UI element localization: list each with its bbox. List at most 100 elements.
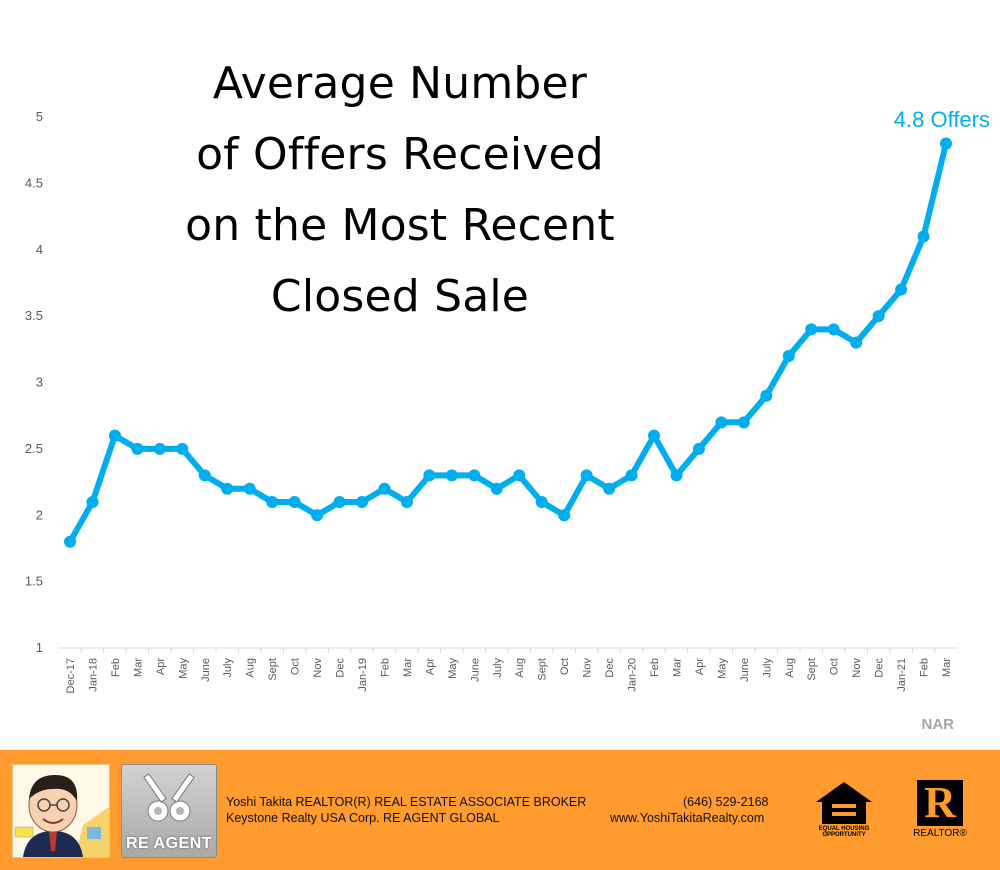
x-tick-label: July [222,658,234,678]
chart-title-line-2: of Offers Received [196,129,604,180]
data-point [288,495,301,508]
data-point [378,482,391,495]
x-tick-label: Dec [874,658,886,678]
x-tick-label: Sept [806,658,818,681]
x-tick-label: Apr [155,658,167,675]
data-point [850,336,863,349]
y-tick-label: 1.5 [25,574,43,589]
data-point [580,469,593,482]
x-tick-label: Jan-20 [627,658,639,692]
y-tick-label: 1 [36,640,43,655]
x-tick-label: Aug [245,658,257,678]
data-point [782,349,795,362]
data-point [356,495,368,508]
data-point [872,310,885,323]
realtor-label: REALTOR® [913,828,967,839]
y-tick-label: 3.5 [25,308,43,323]
x-tick-label: June [739,658,751,682]
data-point [266,495,279,508]
source-label: NAR [921,716,955,733]
x-tick-label: Oct [829,658,841,675]
x-tick-label: Nov [582,658,594,678]
x-tick-label: Aug [514,658,526,678]
y-tick-label: 2 [36,507,43,522]
data-point [692,442,705,455]
x-tick-label: May [177,658,189,679]
x-tick-label: Sept [537,658,549,681]
x-tick-label: Mar [671,658,683,677]
data-point [625,469,638,482]
realtor-logo: R REALTOR® [912,780,968,842]
x-tick-label: Dec [604,658,616,678]
data-point [198,469,211,482]
agent-footer: RE AGENT Yoshi Takita REALTOR(R) REAL ES… [0,750,1000,870]
agent-website[interactable]: www.YoshiTakitaRealty.com [610,811,765,825]
data-point [760,389,773,402]
x-tick-label: Jan-19 [357,658,369,692]
chart-title: Average Number of Offers Received on the… [130,48,670,332]
agent-company-line: Keystone Realty USA Corp. RE AGENT GLOBA… [226,811,500,825]
x-tick-label: Feb [110,658,122,677]
re-agent-logo: RE AGENT [121,764,217,858]
re-agent-logo-text: RE AGENT [125,835,213,852]
data-point [940,137,952,150]
data-point [648,429,660,442]
x-tick-label: Nov [312,658,324,678]
x-tick-label: Nov [851,658,863,678]
data-point [423,469,436,482]
x-tick-label: Mar [132,658,144,677]
x-tick-label: Feb [649,658,661,677]
chart-title-line-4: Closed Sale [270,271,530,322]
x-tick-label: July [492,658,504,678]
data-point [153,442,166,455]
last-value-annotation: 4.8 Offers [893,107,990,132]
data-point [827,323,840,336]
data-point [243,482,256,495]
agent-caricature [12,764,110,858]
x-tick-label: June [200,658,212,682]
equal-housing-text-2: OPPORTUNITY [822,832,866,838]
data-point [86,495,99,508]
data-point [221,482,234,495]
equal-housing-text: EQUAL HOUSING OPPORTUNITY [812,826,876,838]
y-tick-label: 4 [36,242,43,257]
x-tick-label: Oct [559,658,571,675]
realtor-r-icon: R [924,778,956,827]
realtor-box [917,780,963,826]
keys-icon [143,773,195,822]
chart-title-line-1: Average Number [212,58,588,109]
x-tick-label: Jan-21 [896,658,908,692]
x-tick-label: Mar [941,658,953,677]
x-tick-label: June [469,658,481,682]
equal-housing-icon [816,782,872,824]
y-tick-label: 2.5 [25,441,43,456]
data-point [468,469,481,482]
agent-caricature-icon [13,765,109,857]
data-point [805,323,818,336]
x-tick-label: Sept [267,658,279,681]
x-tick-label: Dec-17 [65,658,77,693]
x-tick-label: Jan-18 [87,658,99,692]
data-point [715,416,728,429]
data-point [400,495,413,508]
data-point [895,283,908,296]
equal-housing-text-1: EQUAL HOUSING [818,826,870,832]
data-point [513,469,526,482]
x-tick-label: Aug [784,658,796,678]
x-tick-label: May [447,658,459,679]
data-point [603,482,616,495]
chart-area: 1 1.5 2 2.5 3 3.5 4 4.5 5 Dec-17 Jan-18 Feb Mar Apr Ma… [25,48,990,733]
agent-phone: (646) 529-2168 [683,795,769,809]
agent-name-line: Yoshi Takita REALTOR(R) REAL ESTATE ASSO… [226,795,587,809]
y-tick-label: 4.5 [25,175,43,190]
y-tick-label: 3 [36,375,43,390]
x-tick-label: Apr [424,658,436,675]
x-tick-label: Apr [694,658,706,675]
x-tick-label: Mar [402,658,414,677]
data-point [333,495,346,508]
x-tick-label: Feb [379,658,391,677]
equal-housing-logo: EQUAL HOUSING OPPORTUNITY [812,780,876,842]
series-line [67,140,949,545]
data-point [445,469,458,482]
data-point [311,509,324,522]
